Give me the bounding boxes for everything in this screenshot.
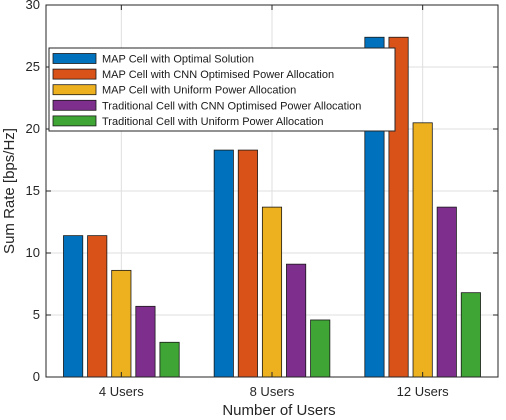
bar (436, 206, 457, 378)
bar (286, 263, 307, 378)
bar (460, 292, 481, 378)
bar (237, 149, 258, 378)
x-tick-label: 12 Users (397, 384, 450, 399)
bars (63, 36, 481, 378)
y-axis-label: Sum Rate [bps/Hz] (1, 128, 18, 254)
bar (310, 319, 331, 378)
y-tick-label: 30 (26, 0, 40, 12)
bar (261, 206, 283, 378)
legend-swatch (52, 115, 97, 127)
legend-entry: MAP Cell with Uniform Power Allocation (102, 85, 296, 97)
legend-entry: Traditional Cell with Uniform Power Allo… (102, 116, 324, 128)
bar (159, 341, 180, 378)
legend-swatch (52, 68, 97, 80)
bar (111, 269, 132, 378)
bar (63, 235, 84, 378)
legend-entry: MAP Cell with Optimal Solution (102, 54, 254, 66)
x-axis-ticks: 4 Users 8 Users 12 Users (99, 5, 449, 399)
legend: MAP Cell with Optimal Solution MAP Cell w… (48, 47, 396, 132)
legend-entry: MAP Cell with CNN Optimised Power Alloca… (102, 69, 334, 81)
legend-swatch (52, 84, 97, 96)
x-tick-label: 4 Users (99, 384, 144, 399)
bar (412, 122, 433, 378)
y-tick-label: 25 (26, 59, 40, 74)
x-axis-label: Number of Users (222, 402, 335, 419)
legend-swatch (52, 53, 97, 64)
legend-box (48, 47, 396, 132)
y-axis-ticks: 0 5 10 15 20 25 30 (26, 0, 498, 384)
legend-swatch (52, 99, 97, 111)
legend-entry: Traditional Cell with CNN Optimised Powe… (102, 100, 361, 112)
y-tick-label: 20 (26, 121, 40, 136)
bar (87, 235, 108, 378)
y-tick-label: 10 (26, 245, 40, 260)
y-tick-label: 0 (33, 369, 40, 384)
bar (135, 305, 156, 378)
x-tick-label: 8 Users (250, 384, 295, 399)
y-tick-label: 15 (26, 183, 40, 198)
y-tick-label: 5 (33, 307, 40, 322)
bar (213, 149, 234, 378)
